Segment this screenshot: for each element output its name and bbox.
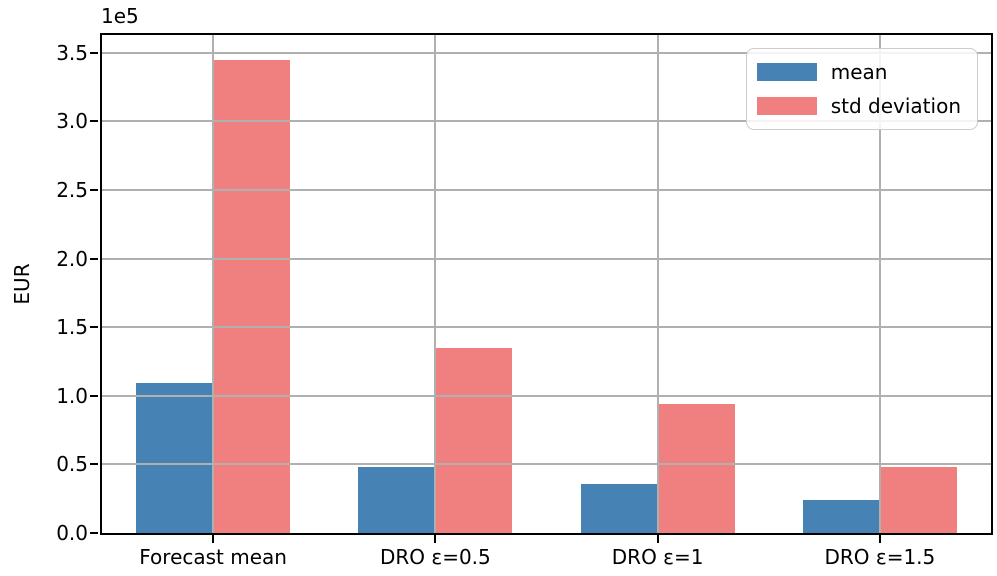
x-tick-mark [434, 535, 437, 543]
x-tick-label: Forecast mean [139, 545, 287, 569]
y-tick-mark [90, 257, 98, 260]
y-tick-label: 2.5 [56, 178, 88, 203]
plot-content: mean std deviation [102, 35, 991, 533]
x-gridline [878, 35, 881, 533]
bar-mean-2 [580, 483, 658, 533]
bar-std-deviation-2 [657, 404, 735, 533]
y-tick-mark [90, 532, 98, 534]
y-tick-label: 1.0 [56, 383, 88, 408]
y-tick-mark [90, 326, 98, 329]
y-gridline [102, 189, 991, 192]
x-tick-mark [878, 535, 881, 543]
legend-item-mean: mean [756, 60, 961, 84]
legend: mean std deviation [745, 48, 978, 130]
x-tick-label: DRO ε=1 [611, 545, 704, 569]
bar-std-deviation-0 [213, 59, 291, 533]
x-gridline [434, 35, 437, 533]
bar-mean-3 [802, 500, 880, 533]
legend-item-std-deviation: std deviation [756, 94, 961, 118]
y-gridline [102, 394, 991, 397]
y-tick-label: 3.0 [56, 109, 88, 134]
y-tick-mark [90, 120, 98, 123]
y-gridline [102, 257, 991, 260]
bar-mean-0 [136, 383, 214, 533]
y-tick-label: 2.0 [56, 246, 88, 271]
y-axis-offset-text: 1e5 [101, 4, 139, 28]
y-gridline [102, 326, 991, 329]
legend-swatch-std-deviation [756, 97, 817, 115]
x-tick-label: DRO ε=0.5 [379, 545, 491, 569]
x-gridline [212, 35, 215, 533]
y-tick-mark [90, 394, 98, 397]
y-gridline [102, 51, 991, 54]
y-gridline [102, 463, 991, 466]
y-tick-mark [90, 189, 98, 192]
bar-mean-1 [358, 467, 436, 533]
y-tick-mark [90, 51, 98, 54]
x-tick-mark [212, 535, 215, 543]
bar-std-deviation-1 [435, 347, 513, 533]
y-tick-label: 1.5 [56, 315, 88, 340]
y-tick-label: 3.5 [56, 40, 88, 65]
x-tick-label: DRO ε=1.5 [824, 545, 936, 569]
x-tick-mark [656, 535, 659, 543]
y-tick-label: 0.0 [56, 521, 88, 545]
legend-swatch-mean [756, 63, 817, 81]
y-tick-label: 0.5 [56, 452, 88, 477]
legend-label-std-deviation: std deviation [830, 94, 961, 118]
y-gridline [102, 120, 991, 123]
plot-area: mean std deviation [100, 33, 993, 535]
y-tick-mark [90, 463, 98, 466]
x-gridline [656, 35, 659, 533]
bar-std-deviation-3 [879, 467, 957, 533]
legend-label-mean: mean [830, 60, 888, 84]
